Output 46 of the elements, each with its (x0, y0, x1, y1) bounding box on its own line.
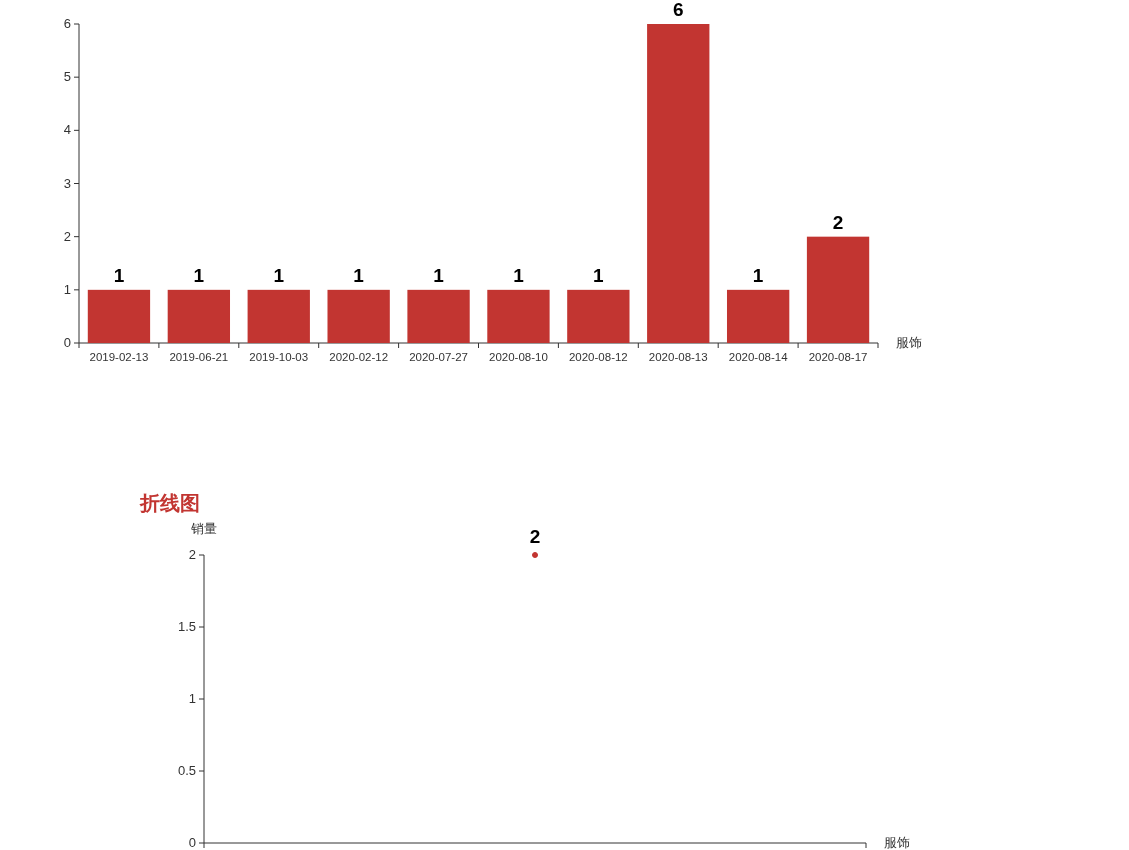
bar (726, 289, 790, 343)
y-tick-label: 1 (188, 691, 196, 706)
y-tick-label: 0.5 (177, 763, 196, 778)
x-tick-label: 2020-07-27 (409, 351, 468, 363)
x-axis-title: 服饰 (896, 335, 922, 350)
data-label: 1 (433, 264, 445, 286)
data-label: 1 (273, 264, 285, 286)
x-tick-label: 2020-08-14 (728, 351, 789, 363)
x-tick-label: 2020-08-17 (808, 351, 868, 363)
x-axis-title: 服饰 (884, 835, 910, 850)
y-axis-title: 销量 (190, 521, 217, 536)
chart-title: 折线图 (139, 492, 200, 514)
bar (567, 289, 630, 343)
y-tick-label: 4 (63, 122, 71, 138)
y-tick-label: 2 (188, 547, 196, 562)
data-label: 1 (752, 264, 764, 286)
bar (487, 289, 550, 343)
bar (87, 289, 151, 343)
data-label: 1 (353, 264, 365, 286)
data-label: 2 (832, 211, 844, 233)
bar (806, 236, 870, 343)
x-tick-label: 2019-06-21 (169, 351, 229, 363)
y-tick-label: 1 (63, 281, 71, 297)
x-tick-label: 2020-02-12 (329, 351, 389, 363)
x-tick-label: 2020-08-10 (489, 351, 548, 363)
data-label: 1 (113, 264, 125, 286)
y-tick-label: 5 (63, 69, 71, 85)
x-tick-label: 2019-02-13 (89, 351, 149, 363)
y-tick-label: 2 (63, 228, 71, 244)
data-label: 1 (593, 264, 605, 286)
bar (327, 289, 390, 343)
bar (647, 24, 710, 343)
bar (167, 289, 231, 343)
y-tick-label: 1.5 (177, 619, 196, 634)
bar (407, 289, 470, 343)
y-tick-label: 0 (188, 835, 196, 850)
x-tick-label: 2020-08-13 (648, 351, 708, 363)
y-tick-label: 3 (63, 175, 71, 191)
x-tick-label: 2020-08-12 (568, 351, 628, 363)
data-label: 1 (513, 264, 525, 286)
x-tick-label: 2019-10-03 (249, 351, 309, 363)
data-label: 6 (672, 0, 684, 20)
data-label: 2 (529, 526, 541, 547)
bar (247, 289, 310, 343)
y-tick-label: 0 (63, 335, 71, 350)
y-tick-label: 6 (63, 16, 71, 31)
